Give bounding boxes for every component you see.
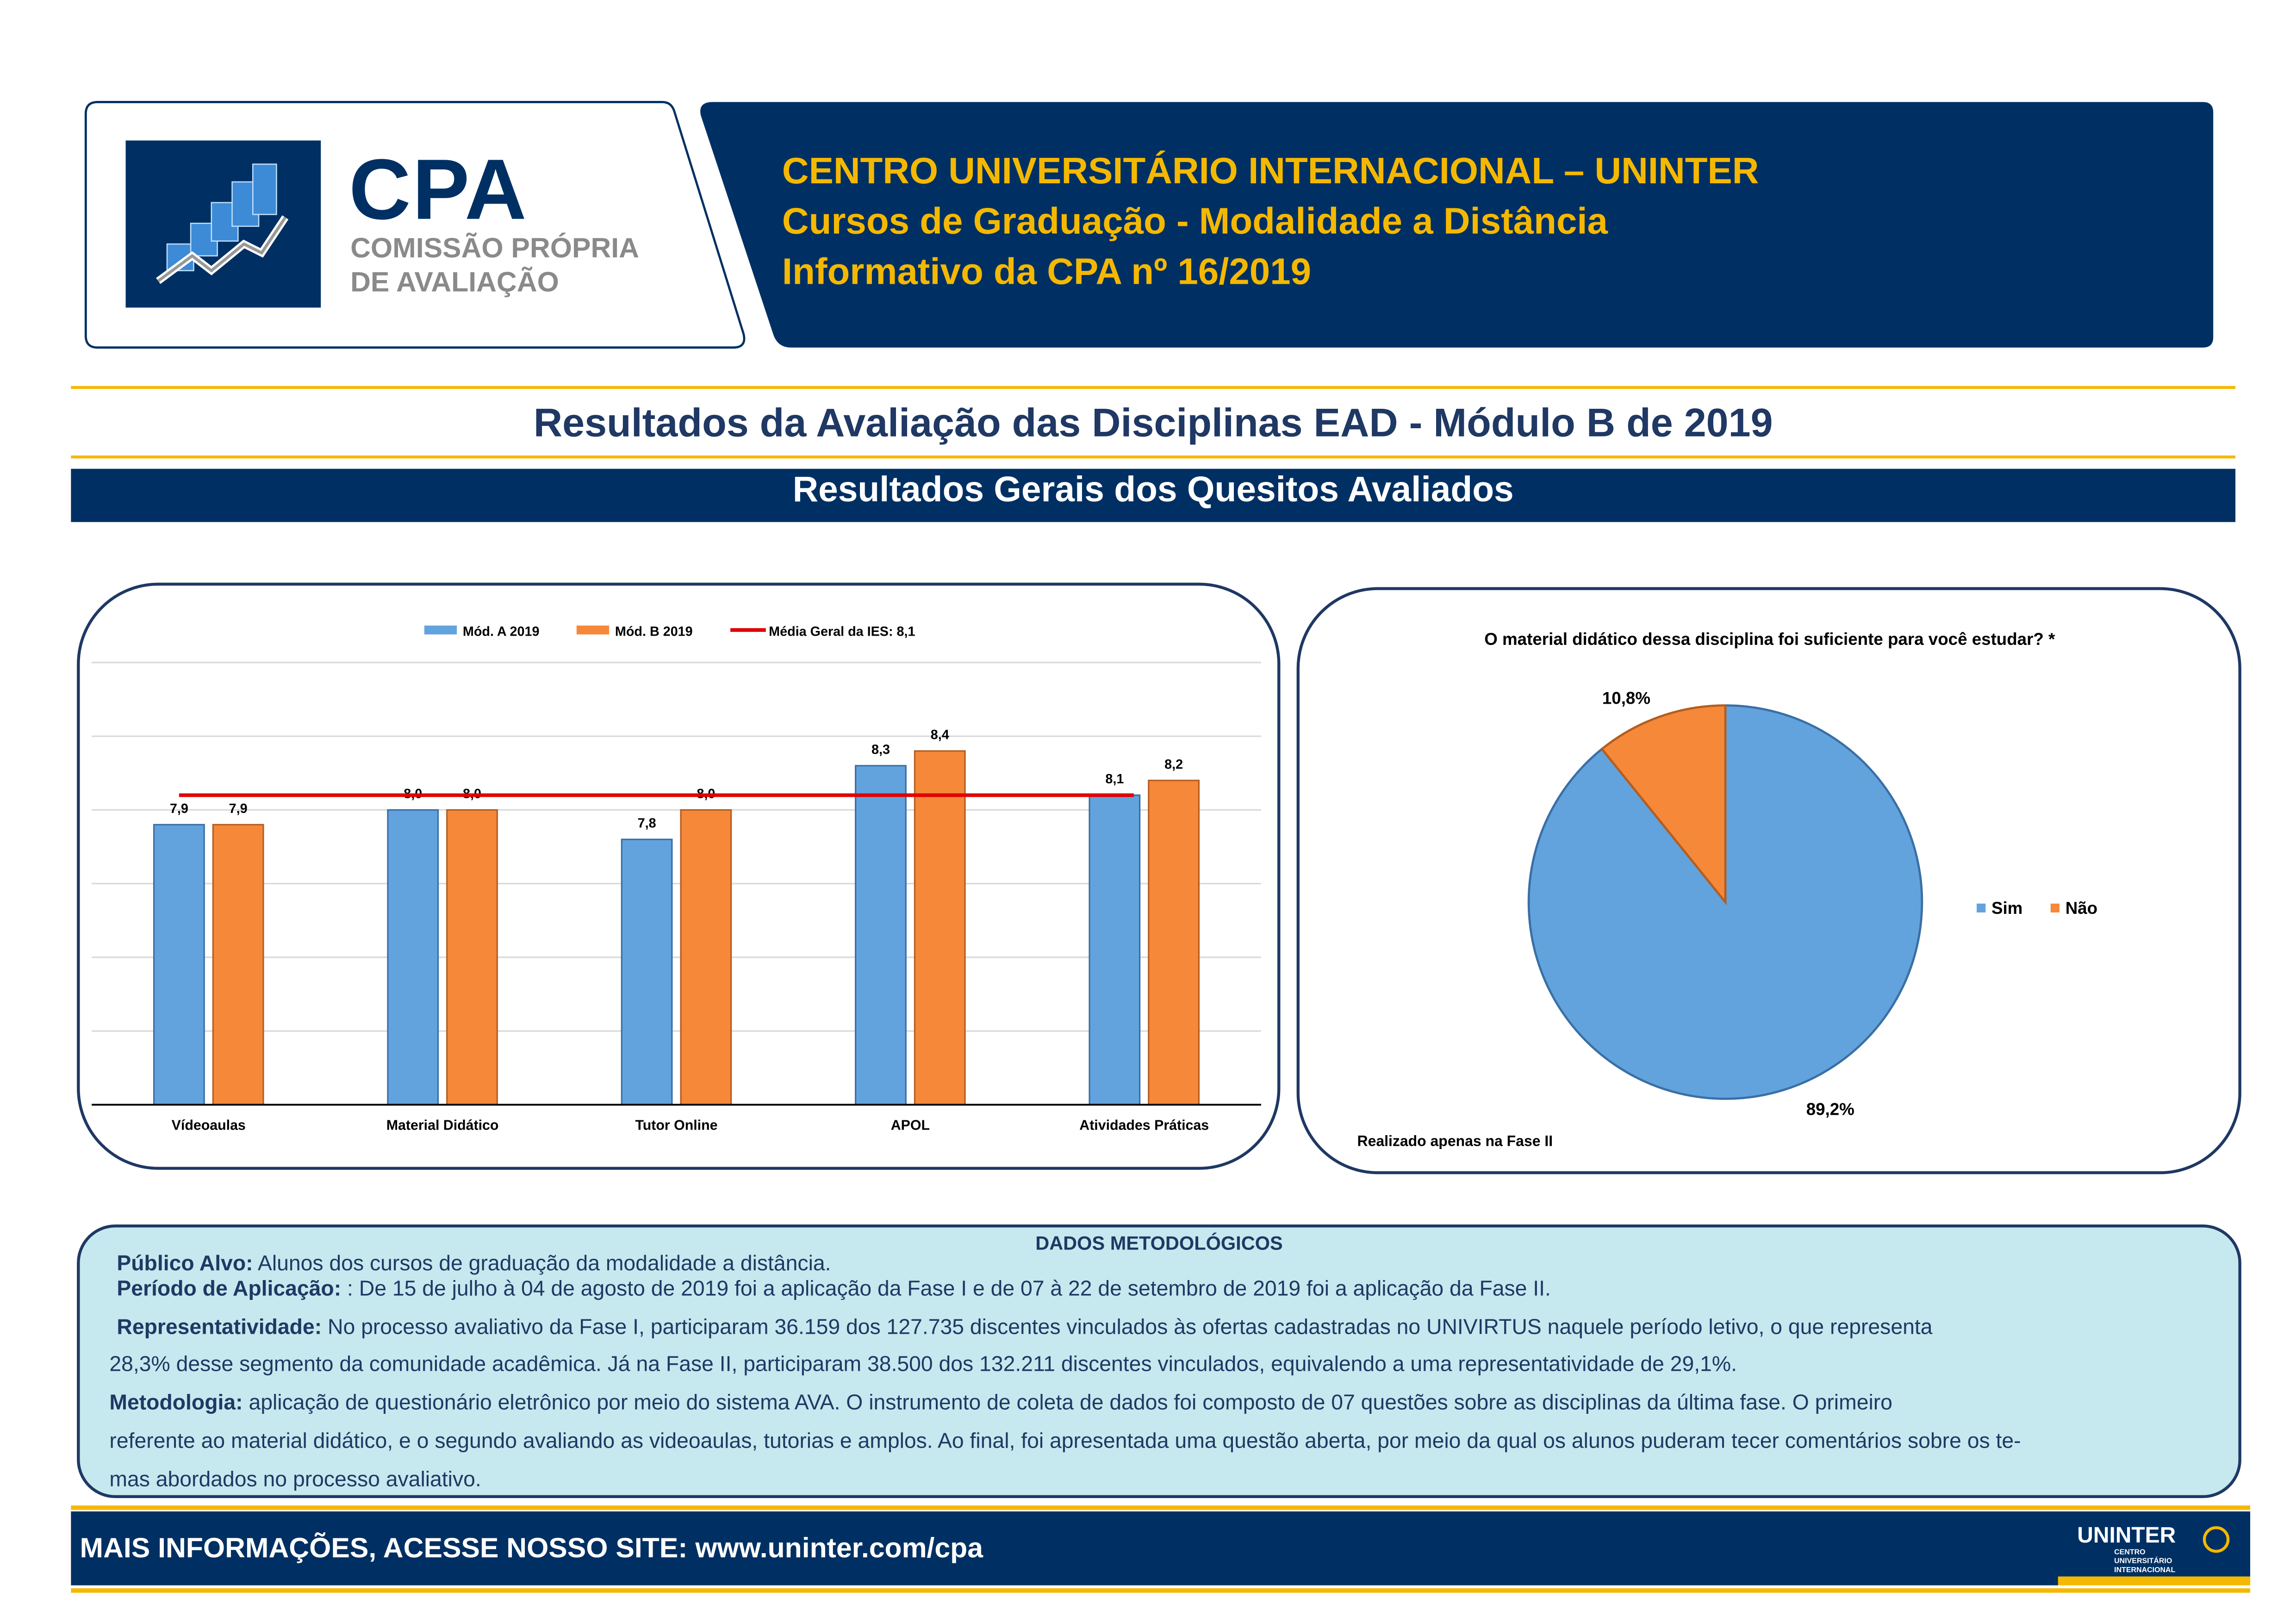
legend-label: Média Geral da IES: 8,1 xyxy=(769,625,915,639)
legend-swatch xyxy=(1977,903,1986,913)
x-tick-label: Atividades Práticas xyxy=(1079,1118,1209,1133)
page-title: Resultados da Avaliação das Disciplinas … xyxy=(533,400,1773,445)
bar-mod-b xyxy=(446,809,498,1106)
uninter-logo: UNINTER CENTRO UNIVERSITÁRIO INTERNACION… xyxy=(2058,1514,2250,1580)
bar-mod-b xyxy=(680,809,732,1106)
logo-acronym: CPA xyxy=(348,142,528,238)
legend-swatch xyxy=(2050,903,2060,913)
bar-mod-b xyxy=(1148,780,1200,1106)
header-title-2: Cursos de Graduação - Modalidade a Distâ… xyxy=(782,201,1608,243)
legend-swatch xyxy=(424,625,457,635)
pie-footnote: Realizado apenas na Fase II xyxy=(1357,1134,1553,1151)
pie-label: 10,8% xyxy=(1602,689,1650,708)
logo-sub: CENTRO xyxy=(2114,1548,2146,1557)
legend-label: Mód. A 2019 xyxy=(463,625,540,639)
legend-label: Sim xyxy=(1991,899,2022,918)
text: Alunos dos cursos de graduação da modali… xyxy=(253,1252,831,1276)
representatividade-cont: 28,3% desse segmento da comunidade acadê… xyxy=(109,1353,1737,1377)
data-label: 8,4 xyxy=(931,728,949,743)
bar-mod-a xyxy=(387,809,439,1106)
metodologia: Metodologia: aplicação de questionário e… xyxy=(109,1392,1892,1415)
pie-slice-não xyxy=(1600,704,1727,906)
divider xyxy=(71,386,2236,389)
label: Período de Aplicação: xyxy=(117,1278,342,1302)
text: No processo avaliativo da Fase I, partic… xyxy=(322,1316,1933,1340)
data-label: 8,2 xyxy=(1164,757,1183,772)
bar-mod-b xyxy=(914,750,966,1106)
footer-link[interactable]: MAIS INFORMAÇÕES, ACESSE NOSSO SITE: www… xyxy=(80,1533,983,1565)
text: aplicação de questionário eletrônico por… xyxy=(243,1392,1892,1416)
bar-mod-a xyxy=(153,824,205,1106)
dados-title: DADOS METODOLÓGICOS xyxy=(1035,1232,1283,1254)
label: Representatividade: xyxy=(117,1316,322,1340)
x-tick-label: Tutor Online xyxy=(635,1118,717,1133)
globe-icon xyxy=(2203,1526,2230,1553)
bar-mod-b xyxy=(212,824,264,1106)
logo-line1: COMISSÃO PRÓPRIA xyxy=(350,233,640,265)
divider xyxy=(71,455,2236,459)
bar-chart-panel xyxy=(77,582,1281,1170)
bar-chart: 7,97,9Vídeoaulas8,08,0Material Didático7… xyxy=(92,625,1261,1133)
representatividade: Representatividade: No processo avaliati… xyxy=(117,1316,1932,1340)
data-label: 8,1 xyxy=(1105,772,1124,787)
footer-bar xyxy=(71,1511,2251,1586)
divider xyxy=(71,1588,2251,1593)
data-label: 7,9 xyxy=(170,801,188,816)
data-label: 8,3 xyxy=(871,742,890,757)
metodologia-cont: mas abordados no processo avaliativo. xyxy=(109,1468,481,1493)
x-tick-label: Material Didático xyxy=(386,1118,499,1133)
bar-mod-a xyxy=(621,838,673,1106)
header-title-3: Informativo da CPA nº 16/2019 xyxy=(782,251,1312,293)
header-title-1: CENTRO UNIVERSITÁRIO INTERNACIONAL – UNI… xyxy=(782,150,1759,193)
footer-logo-accent xyxy=(2058,1576,2251,1586)
data-label: 7,9 xyxy=(229,801,248,816)
text: : De 15 de julho à 04 de agosto de 2019 … xyxy=(341,1278,1551,1302)
logo-sub: UNIVERSITÁRIO xyxy=(2114,1557,2172,1566)
x-tick-label: Vídeoaulas xyxy=(172,1118,246,1133)
bar-mod-a xyxy=(855,765,907,1106)
label: Público Alvo: xyxy=(117,1252,253,1276)
x-tick-label: APOL xyxy=(891,1118,930,1133)
metodologia-cont: referente ao material didático, e o segu… xyxy=(109,1430,2021,1454)
cpa-logo-icon xyxy=(125,140,321,308)
section-title: Resultados Gerais dos Quesitos Avaliados xyxy=(71,468,2236,522)
pie-chart: 89,2% 10,8% Sim Não xyxy=(1527,689,2097,1119)
logo-sub: INTERNACIONAL xyxy=(2114,1566,2176,1575)
legend-label: Mód. B 2019 xyxy=(615,625,693,639)
pie-title: O material didático dessa disciplina foi… xyxy=(1484,631,2055,650)
dados-metodologicos: DADOS METODOLÓGICOS Público Alvo: Alunos… xyxy=(77,1224,2241,1499)
label: Metodologia: xyxy=(109,1392,243,1416)
divider xyxy=(71,1505,2251,1510)
logo-name: UNINTER xyxy=(2077,1523,2176,1549)
pie-label: 89,2% xyxy=(1806,1100,1854,1119)
logo-line2: DE AVALIAÇÃO xyxy=(350,268,559,299)
publico-alvo: Público Alvo: Alunos dos cursos de gradu… xyxy=(117,1253,831,1276)
data-label: 7,8 xyxy=(638,816,656,831)
legend-swatch xyxy=(576,625,610,635)
legend-label: Não xyxy=(2066,899,2097,918)
periodo: Período de Aplicação: : De 15 de julho à… xyxy=(117,1278,1551,1301)
